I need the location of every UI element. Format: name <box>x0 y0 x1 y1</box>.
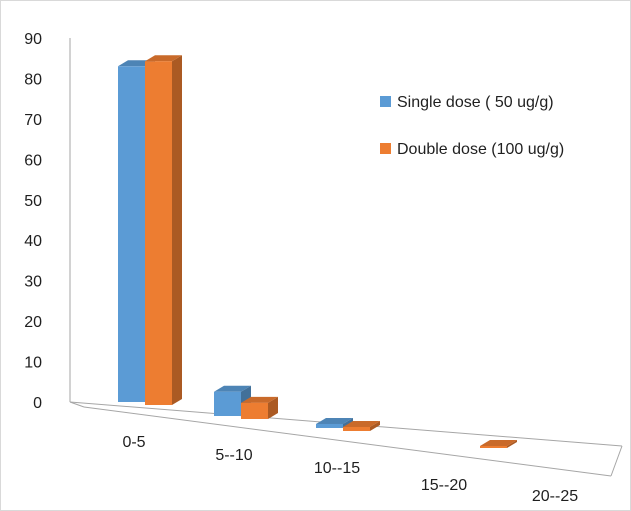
floor-left-edge <box>69 401 85 408</box>
bar-side-face <box>370 420 380 431</box>
bar-front-face <box>214 391 241 416</box>
y-tick-label-40: 40 <box>24 233 42 250</box>
bar-0-5-double-dose <box>145 55 182 405</box>
y-tick-label-60: 60 <box>24 152 42 169</box>
bar-top-face <box>214 385 251 392</box>
bar-top-face <box>316 417 353 424</box>
bars <box>118 55 517 448</box>
y-tick-label-20: 20 <box>24 314 42 331</box>
bar-side-face <box>268 396 278 419</box>
bar-front-face <box>343 426 370 431</box>
bar-front-face <box>145 61 172 405</box>
bar-top-face <box>343 420 380 427</box>
legend: Single dose ( 50 ug/g) Double dose (100 … <box>380 94 564 158</box>
bar-side-face <box>172 55 182 405</box>
x-tick-label-20--25: 20--25 <box>532 488 578 505</box>
y-tick-label-30: 30 <box>24 274 42 291</box>
y-tick-label-80: 80 <box>24 71 42 88</box>
y-axis-ticks: 0 10 20 30 40 50 60 70 80 90 <box>24 31 42 412</box>
y-tick-label-0: 0 <box>33 395 42 412</box>
bar-15--20-double-dose <box>480 439 517 448</box>
legend-swatch-double-dose <box>380 143 391 154</box>
bar-front-face <box>241 402 268 419</box>
legend-item-single-dose: Single dose ( 50 ug/g) <box>380 94 554 111</box>
bar-5--10-single-dose <box>214 385 251 416</box>
bar-side-face <box>507 439 517 448</box>
x-tick-label-5--10: 5--10 <box>215 447 252 464</box>
y-tick-label-70: 70 <box>24 112 42 129</box>
bar-front-face <box>480 445 507 448</box>
bar-front-face <box>316 423 343 428</box>
bar-5--10-double-dose <box>241 396 278 419</box>
y-tick-label-90: 90 <box>24 31 42 48</box>
legend-label-double-dose: Double dose (100 ug/g) <box>397 141 564 158</box>
x-tick-label-10--15: 10--15 <box>314 460 360 477</box>
floor-front-edge <box>83 406 612 477</box>
x-tick-label-0-5: 0-5 <box>122 434 145 451</box>
x-axis-labels: 0-5 5--10 10--15 15--20 20--25 <box>122 434 578 505</box>
y-tick-label-50: 50 <box>24 193 42 210</box>
bar-top-face <box>241 396 278 403</box>
legend-label-single-dose: Single dose ( 50 ug/g) <box>397 94 554 111</box>
floor-right-edge <box>610 445 623 477</box>
bar-top-face <box>145 55 182 62</box>
y-tick-label-10: 10 <box>24 355 42 372</box>
bar-10--15-double-dose <box>343 420 380 431</box>
bar-top-face <box>480 439 517 446</box>
x-tick-label-15--20: 15--20 <box>421 477 467 494</box>
legend-item-double-dose: Double dose (100 ug/g) <box>380 141 564 158</box>
legend-swatch-single-dose <box>380 96 391 107</box>
bar-front-face <box>118 66 145 403</box>
